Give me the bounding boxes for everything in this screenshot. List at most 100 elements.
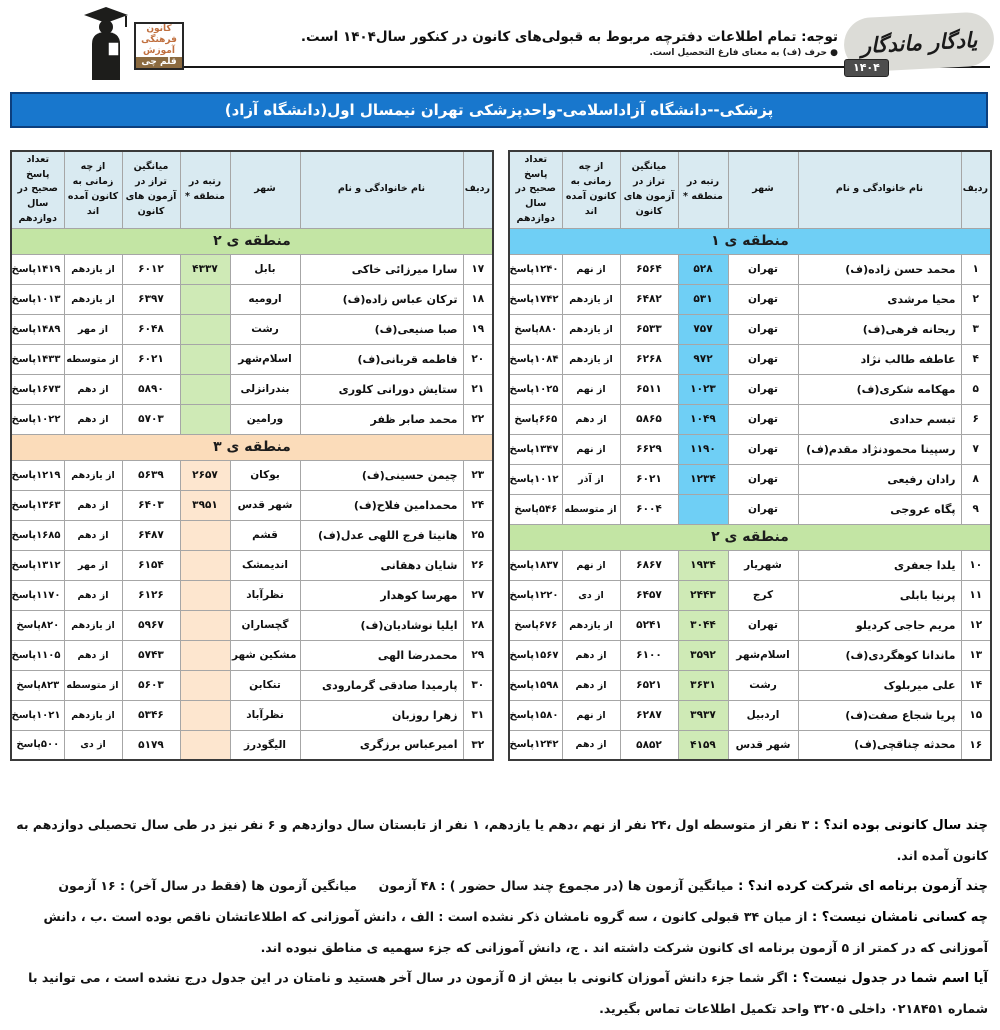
cell-joined-since: از نهم xyxy=(561,253,621,285)
cell-row-number: ۵ xyxy=(960,373,992,405)
cell-row-number: ۶ xyxy=(960,403,992,435)
cell-row-number: ۲۵ xyxy=(462,519,494,551)
cell-joined-since: از دی xyxy=(63,729,123,761)
cell-correct-answers: ۱۶۷۳پاسخ xyxy=(10,373,65,405)
table-row: ۱۶ محدثه چناقچی(ف) شهر قدس ۴۱۵۹ ۵۸۵۲ از دهم ۱۲… xyxy=(508,729,992,761)
cell-correct-answers: ۱۰۲۱پاسخ xyxy=(10,699,65,731)
cell-correct-answers: ۱۰۱۲پاسخ xyxy=(508,463,563,495)
cell-joined-since: از دهم xyxy=(63,489,123,521)
cell-row-number: ۲۰ xyxy=(462,343,494,375)
cell-region-rank xyxy=(677,493,729,525)
cell-row-number: ۱۷ xyxy=(462,253,494,285)
cell-region-rank: ۴۳۳۷ xyxy=(179,253,231,285)
yadegar-brand: یادگار ماندگار ۱۴۰۴ xyxy=(842,11,996,77)
cell-correct-answers: ۱۴۸۹پاسخ xyxy=(10,313,65,345)
cell-city: تهران xyxy=(727,373,799,405)
cell-name: رسپینا محمودنژاد مقدم(ف) xyxy=(797,433,962,465)
cell-region-rank xyxy=(179,343,231,375)
cell-correct-answers: ۱۴۱۹پاسخ xyxy=(10,253,65,285)
table-row: ۴ عاطفه طالب نژاد تهران ۹۷۲ ۶۲۶۸ از یازدهم ۱۰۸… xyxy=(508,343,992,375)
cell-city: اندیمشک xyxy=(229,549,301,581)
cell-correct-answers: ۱۰۲۵پاسخ xyxy=(508,373,563,405)
header-note-line2: ● حرف (ف) به معنای فارغ التحصیل است. xyxy=(649,48,838,58)
cell-region-rank: ۱۱۹۰ xyxy=(677,433,729,465)
cell-average-score: ۵۸۶۵ xyxy=(619,403,679,435)
column-header-since: از چه زمانی به کانون آمده اند xyxy=(63,150,123,229)
cell-name: زهرا روزبان xyxy=(299,699,464,731)
footer-question: چند سال کانونی بوده اند؟ : xyxy=(809,818,988,833)
column-header-no: ردیف xyxy=(462,150,494,229)
cell-city: شهریار xyxy=(727,549,799,581)
cell-average-score: ۵۷۰۳ xyxy=(121,403,181,435)
cell-average-score: ۵۷۴۳ xyxy=(121,639,181,671)
cell-city: ورامین xyxy=(229,403,301,435)
table-row: ۲۴ محمدامین فلاح(ف) شهر قدس ۳۹۵۱ ۶۴۰۳ از دهم ۱… xyxy=(10,489,494,521)
cell-region-rank xyxy=(179,639,231,671)
table-row: ۲۸ ایلیا نوشادیان(ف) گچساران ۵۹۶۷ از یازدهم ۸… xyxy=(10,609,494,641)
cell-name: محیا مرشدی xyxy=(797,283,962,315)
cell-region-rank: ۲۴۴۳ xyxy=(677,579,729,611)
table-row: ۲۰ فاطمه قربانی(ف) اسلام‌شهر ۶۰۲۱ از متوسطه … xyxy=(10,343,494,375)
cell-region-rank xyxy=(179,699,231,731)
kanoon-logo: کانون فرهنگی آموزش قلم چی xyxy=(80,2,184,82)
column-header-answers: تعداد پاسخ صحیح در سال دوازدهم xyxy=(10,150,65,229)
cell-city: کرج xyxy=(727,579,799,611)
footer-notes: چند سال کانونی بوده اند؟ : ۳ نفر از متوس… xyxy=(12,810,988,1024)
cell-row-number: ۲۲ xyxy=(462,403,494,435)
cell-region-rank: ۳۰۴۴ xyxy=(677,609,729,641)
cell-correct-answers: ۸۸۰پاسخ xyxy=(508,313,563,345)
cell-region-rank: ۵۳۱ xyxy=(677,283,729,315)
cell-city: تهران xyxy=(727,403,799,435)
cell-city: بابل xyxy=(229,253,301,285)
cell-joined-since: از دهم xyxy=(63,579,123,611)
cell-name: رادان رفیعی xyxy=(797,463,962,495)
cell-name: محمد صابر ظفر xyxy=(299,403,464,435)
region-band-row: منطقه ی ۳ xyxy=(10,433,494,461)
cell-average-score: ۶۴۰۳ xyxy=(121,489,181,521)
cell-correct-answers: ۱۵۶۷پاسخ xyxy=(508,639,563,671)
table-row: ۳۰ پارمیدا صادقی گرمارودی تنکابن ۵۶۰۳ از متو… xyxy=(10,669,494,701)
logo-sign-line: قلم چی xyxy=(136,57,182,68)
cell-name: پریا شجاع صفت(ف) xyxy=(797,699,962,731)
cell-joined-since: از یازدهم xyxy=(561,343,621,375)
cell-correct-answers: ۵۰۰پاسخ xyxy=(10,729,65,761)
cell-city: ارومیه xyxy=(229,283,301,315)
cell-city: نظرآباد xyxy=(229,579,301,611)
region-header: منطقه ی ۲ xyxy=(508,523,992,551)
cell-region-rank: ۱۲۳۴ xyxy=(677,463,729,495)
cell-average-score: ۶۳۹۷ xyxy=(121,283,181,315)
cell-row-number: ۲۷ xyxy=(462,579,494,611)
cell-joined-since: از دهم xyxy=(63,373,123,405)
cell-correct-answers: ۱۵۸۰پاسخ xyxy=(508,699,563,731)
cell-average-score: ۶۴۸۷ xyxy=(121,519,181,551)
cell-city: قشم xyxy=(229,519,301,551)
cell-correct-answers: ۱۸۳۷پاسخ xyxy=(508,549,563,581)
cell-row-number: ۲۹ xyxy=(462,639,494,671)
cell-correct-answers: ۱۶۸۵پاسخ xyxy=(10,519,65,551)
logo-sign-line: کانون xyxy=(146,24,172,34)
cell-city: بندرانزلی xyxy=(229,373,301,405)
cell-joined-since: از متوسطه اول xyxy=(561,493,621,525)
cell-average-score: ۶۶۲۹ xyxy=(619,433,679,465)
cell-correct-answers: ۱۱۷۰پاسخ xyxy=(10,579,65,611)
cell-name: مهرسا کوهدار xyxy=(299,579,464,611)
cell-joined-since: از یازدهم xyxy=(63,609,123,641)
cell-correct-answers: ۶۶۵پاسخ xyxy=(508,403,563,435)
cell-joined-since: از دهم xyxy=(63,403,123,435)
table-row: ۷ رسپینا محمودنژاد مقدم(ف) تهران ۱۱۹۰ ۶۶۲۹ از… xyxy=(508,433,992,465)
cell-joined-since: از نهم xyxy=(561,549,621,581)
table-row: ۲۱ ستایش دورانی کلوری بندرانزلی ۵۸۹۰ از دهم ۱… xyxy=(10,373,494,405)
cell-region-rank xyxy=(179,669,231,701)
table-row: ۱۲ مریم حاجی کردیلو تهران ۳۰۴۴ ۵۲۴۱ از یازدهم… xyxy=(508,609,992,641)
table-row: ۱۷ سارا میرزائی خاکی بابل ۴۳۳۷ ۶۰۱۲ از یازدهم… xyxy=(10,253,494,285)
cell-joined-since: از مهر xyxy=(63,313,123,345)
cell-average-score: ۵۲۴۱ xyxy=(619,609,679,641)
cell-region-rank: ۷۵۷ xyxy=(677,313,729,345)
logo-sign: کانون فرهنگی آموزش قلم چی xyxy=(134,22,184,70)
cell-joined-since: از نهم xyxy=(561,699,621,731)
brand-year-badge: ۱۴۰۴ xyxy=(844,59,889,77)
table-row: ۱۱ پرنیا بابلی کرج ۲۴۴۳ ۶۴۵۷ از دی ۱۲۲۰پاسخ xyxy=(508,579,992,611)
cell-average-score: ۶۴۸۲ xyxy=(619,283,679,315)
footer-answer: ۳ نفر از متوسطه اول ،۲۴ نفر از نهم ،دهم … xyxy=(16,817,988,863)
